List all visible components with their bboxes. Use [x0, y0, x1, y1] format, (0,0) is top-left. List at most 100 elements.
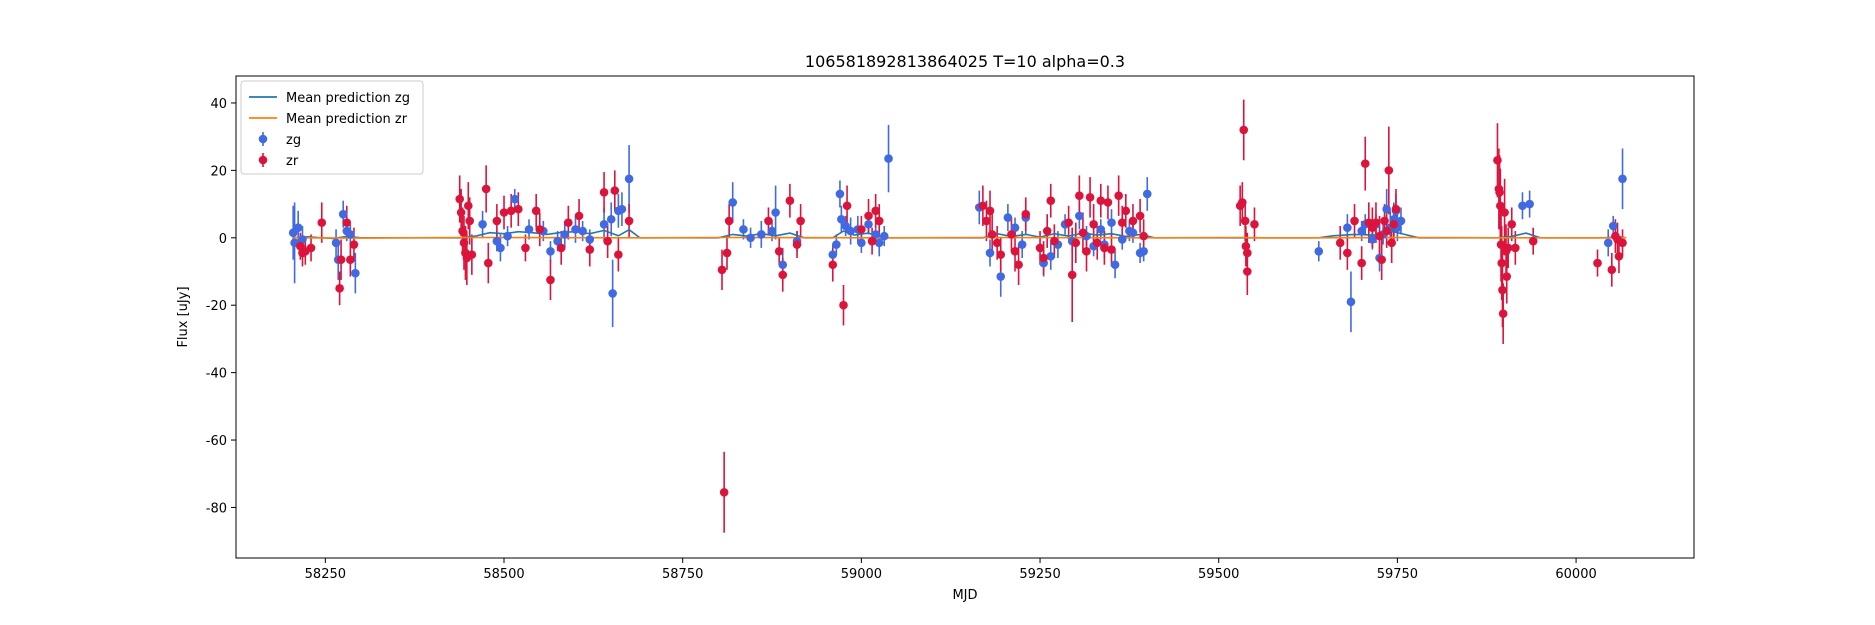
point-zr	[839, 300, 848, 310]
point-zg	[346, 230, 355, 239]
point-zg	[1608, 221, 1618, 231]
point-zr	[603, 236, 612, 246]
point-zr	[1243, 248, 1252, 258]
point-zr	[456, 208, 466, 217]
point-zr	[346, 255, 355, 264]
point-zr	[719, 487, 729, 497]
point-zg	[1382, 204, 1391, 214]
point-zr	[774, 246, 784, 256]
point-zg	[1618, 174, 1627, 184]
point-zg	[996, 272, 1006, 281]
point-zr	[1014, 260, 1023, 270]
y-tick-label: 40	[210, 97, 227, 112]
point-zg	[478, 220, 487, 229]
point-zr	[1128, 216, 1138, 226]
point-zr	[778, 270, 788, 280]
point-zg	[835, 189, 845, 199]
y-tick-label: -20	[206, 299, 227, 314]
point-zr	[458, 226, 467, 236]
point-zr	[792, 240, 802, 249]
point-zg	[828, 250, 838, 259]
point-zr	[1135, 211, 1145, 221]
point-zr	[1496, 201, 1505, 211]
legend: Mean prediction zg Mean prediction zr zg zr	[240, 80, 424, 175]
point-zg	[293, 223, 303, 232]
point-zr	[1021, 209, 1031, 219]
point-zr	[463, 201, 473, 211]
point-zg	[524, 225, 534, 234]
point-zr	[599, 187, 609, 197]
point-zr	[556, 243, 566, 253]
legend-marker-zr	[258, 155, 268, 165]
point-zr	[336, 255, 346, 264]
point-zg	[606, 214, 616, 224]
point-zr	[867, 236, 877, 246]
point-zr	[978, 201, 988, 211]
x-tick-label: 59750	[1377, 567, 1418, 582]
point-zr	[1241, 241, 1251, 251]
point-zr	[614, 250, 623, 259]
point-zr	[1092, 238, 1102, 248]
data-points	[288, 125, 1627, 497]
point-zr	[1503, 243, 1513, 253]
point-zr	[1050, 236, 1059, 246]
point-zr	[874, 216, 884, 226]
point-zr	[624, 216, 634, 226]
point-zr	[610, 186, 620, 195]
point-zr	[871, 206, 880, 216]
point-zg	[1107, 218, 1116, 227]
point-zr	[1391, 204, 1401, 214]
point-zg	[617, 204, 627, 214]
point-zr	[1493, 155, 1502, 165]
chart-title: 106581892813864025 T=10 alpha=0.3	[805, 52, 1125, 71]
point-zr	[546, 275, 555, 285]
point-zg	[510, 194, 520, 204]
point-zg	[985, 248, 995, 258]
point-zg	[571, 225, 580, 234]
y-tick-label: -60	[206, 434, 227, 449]
point-zr	[1071, 238, 1081, 248]
x-tick-label: 60000	[1555, 567, 1596, 582]
point-zr	[857, 225, 866, 234]
legend-box	[240, 80, 424, 175]
point-zr	[842, 201, 852, 211]
point-zg	[832, 240, 841, 249]
point-zr	[1035, 243, 1045, 253]
point-zg	[1010, 223, 1020, 232]
point-zr	[1371, 218, 1381, 227]
point-zr	[531, 206, 541, 216]
x-tick-label: 58250	[305, 567, 346, 582]
point-zr	[1243, 267, 1252, 276]
point-zr	[987, 230, 997, 239]
point-zg	[331, 238, 341, 248]
point-zr	[1498, 285, 1507, 295]
point-zr	[722, 248, 732, 258]
point-zg	[1343, 223, 1352, 232]
point-zr	[724, 216, 734, 226]
point-zr	[1495, 187, 1504, 197]
point-zg	[846, 226, 855, 236]
point-zg	[578, 226, 587, 236]
point-zr	[349, 240, 359, 249]
point-zr	[459, 238, 469, 248]
y-tick-label: -40	[206, 367, 227, 382]
point-zr	[574, 211, 584, 221]
y-tick-label: 0	[219, 232, 227, 247]
y-tick-label: 20	[210, 164, 227, 179]
point-zg	[767, 226, 777, 236]
point-zg	[1017, 240, 1027, 249]
point-zr	[467, 250, 477, 259]
point-zr	[1103, 198, 1113, 207]
point-zr	[982, 216, 991, 226]
legend-label-zg-prediction: Mean prediction zg	[286, 91, 410, 106]
point-zg	[1142, 189, 1152, 199]
point-zr	[1096, 196, 1106, 206]
point-zr	[1618, 238, 1627, 248]
x-tick-label: 58750	[662, 567, 703, 582]
point-zg	[546, 246, 555, 256]
point-zg	[874, 238, 884, 248]
point-zg	[1525, 199, 1534, 209]
point-zr	[585, 245, 595, 254]
point-zr	[1010, 246, 1020, 256]
point-zg	[837, 214, 846, 224]
